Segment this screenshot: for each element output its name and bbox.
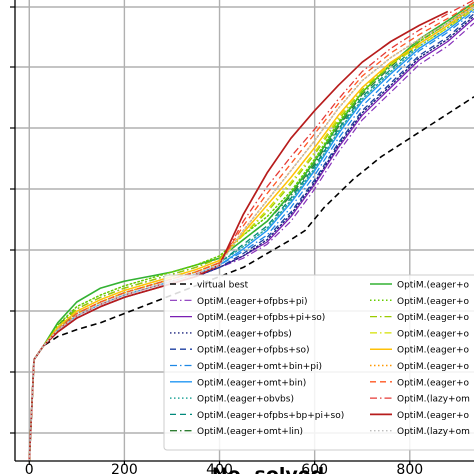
legend-label-10: OptiM.(eager+o <box>397 281 470 291</box>
legend-label-13: OptiM.(eager+o <box>397 329 470 339</box>
series-line-14 <box>28 6 474 461</box>
series-line-0 <box>28 96 474 461</box>
series-line-18 <box>28 10 449 461</box>
legend-label-6: OptiM.(eager+omt+bin) <box>197 378 306 388</box>
x-tick-label: 200 <box>111 462 138 474</box>
legend-label-5: OptiM.(eager+omt+bin+pi) <box>197 362 322 372</box>
x-tick-label: 400 <box>206 462 233 474</box>
series-layer <box>28 0 474 461</box>
legend-label-19: OptiM.(lazy+om <box>397 427 470 437</box>
legend-label-2: OptiM.(eager+ofpbs+pi+so) <box>197 313 325 323</box>
x-tick-label: 0 <box>25 462 34 474</box>
legend-label-7: OptiM.(eager+obvbs) <box>197 395 294 405</box>
x-axis-label: No. solved <box>212 464 325 474</box>
legend-box <box>163 274 474 451</box>
legend-label-14: OptiM.(eager+o <box>397 346 470 356</box>
legend-label-18: OptiM.(eager+o <box>397 411 470 421</box>
legend-label-15: OptiM.(eager+o <box>397 362 470 372</box>
legend-label-0: virtual best <box>197 281 249 291</box>
series-line-4 <box>28 13 474 461</box>
legend-label-12: OptiM.(eager+o <box>397 313 470 323</box>
legend: virtual best OptiM.(eager+ofpbs+pi) OptiM.… <box>163 274 474 451</box>
x-tick-label: 600 <box>301 462 328 474</box>
legend-label-16: OptiM.(eager+o <box>397 378 470 388</box>
legend-label-9: OptiM.(eager+omt+lin) <box>197 427 303 437</box>
series-line-19 <box>28 6 474 461</box>
legend-label-1: OptiM.(eager+ofpbs+pi) <box>197 297 308 307</box>
legend-label-3: OptiM.(eager+ofpbs) <box>197 329 292 339</box>
legend-label-4: OptiM.(eager+ofpbs+so) <box>197 346 310 356</box>
series-line-11 <box>28 3 474 461</box>
series-line-8 <box>28 4 474 461</box>
legend-label-8: OptiM.(eager+ofpbs+bp+pi+so) <box>197 411 344 421</box>
legend-label-17: OptiM.(lazy+om <box>397 395 470 405</box>
x-tick-label: 800 <box>396 462 423 474</box>
legend-label-11: OptiM.(eager+o <box>397 297 470 307</box>
